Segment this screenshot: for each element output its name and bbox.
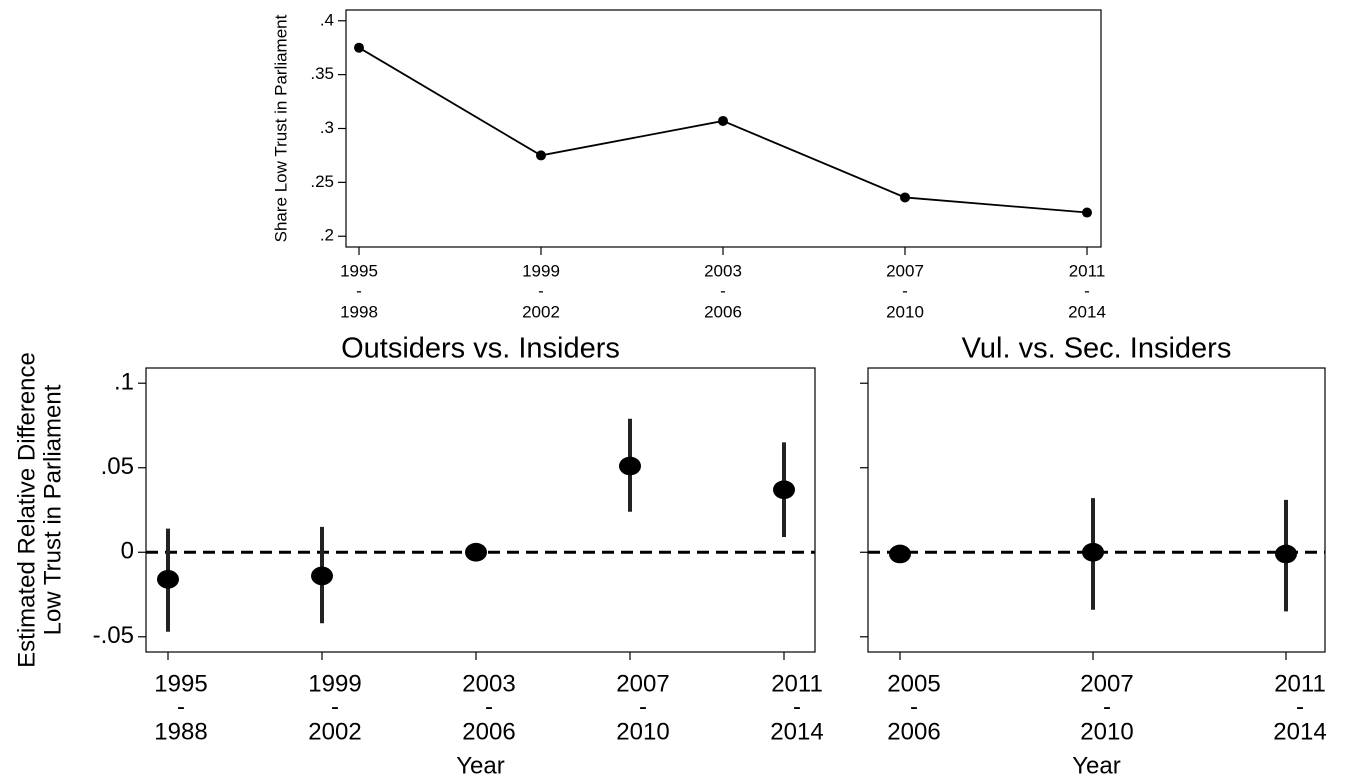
x-tick-label: 1988 [154,718,207,745]
point [900,192,910,203]
point [354,42,364,53]
y-axis-label: Estimated Relative Difference [13,352,40,668]
point [311,566,333,586]
point [1275,544,1297,564]
x-tick-label: 2011 [1274,670,1326,697]
point [773,480,795,500]
point [536,150,546,161]
point [889,544,911,564]
x-tick-label: - [177,693,185,720]
y-tick-label: .4 [320,10,334,29]
x-tick-label: 2002 [522,302,560,321]
x-tick-label: - [910,693,918,720]
x-tick-label: 2014 [770,718,823,745]
point [718,115,728,126]
y-tick-label: .2 [320,226,334,245]
x-tick-label: - [1084,281,1090,300]
x-tick-label: - [331,693,339,720]
x-tick-label: 2003 [704,261,742,280]
x-axis-label: Year [1072,752,1121,779]
plot-frame [145,367,816,653]
x-tick-label: 1995 [154,670,207,697]
y-tick-label: .3 [320,118,334,137]
x-tick-label: - [485,693,493,720]
plot-frame [345,9,1102,248]
x-tick-label: 1995 [340,261,378,280]
y-axis-label: Low Trust in Parliament [39,384,66,635]
point [1082,207,1092,218]
x-tick-label: - [1103,693,1111,720]
y-tick-label: -.05 [93,622,134,649]
x-tick-label: 2014 [1068,302,1106,321]
panel-title: Vul. vs. Sec. Insiders [962,333,1232,365]
x-tick-label: - [793,693,801,720]
point [465,542,487,562]
x-axis-label: Year [456,752,505,779]
x-tick-label: - [639,693,647,720]
x-tick-label: 2010 [616,718,669,745]
panel-title: Outsiders vs. Insiders [341,333,620,365]
x-tick-label: 2003 [462,670,515,697]
x-tick-label: 2007 [886,261,924,280]
y-tick-label: .35 [310,64,334,83]
x-tick-label: 2006 [704,302,742,321]
x-tick-label: - [356,281,362,300]
x-tick-label: 2002 [308,718,361,745]
point [1082,542,1104,562]
x-tick-label: 1999 [308,670,361,697]
y-tick-label: .1 [114,369,134,396]
x-tick-label: - [902,281,908,300]
plot-frame [867,367,1326,653]
y-axis-label: Share Low Trust in Parliament [271,14,290,242]
point [619,456,641,476]
x-tick-label: 2005 [887,670,940,697]
x-tick-label: 2006 [462,718,515,745]
x-tick-label: 2007 [1080,670,1133,697]
x-tick-label: - [538,281,544,300]
x-tick-label: 2007 [616,670,669,697]
x-tick-label: 2011 [1069,261,1106,280]
y-tick-label: 0 [121,538,134,565]
x-tick-label: - [1296,693,1304,720]
y-tick-label: .25 [310,172,334,191]
x-tick-label: 2010 [1080,718,1133,745]
y-tick-label: .05 [101,453,134,480]
line [358,46,1088,214]
x-tick-label: 2011 [771,670,823,697]
point [157,569,179,589]
x-tick-label: 1998 [340,302,378,321]
x-tick-label: - [720,281,726,300]
x-tick-label: 1999 [522,261,560,280]
x-tick-label: 2006 [887,718,940,745]
x-tick-label: 2014 [1273,718,1326,745]
x-tick-label: 2010 [886,302,924,321]
